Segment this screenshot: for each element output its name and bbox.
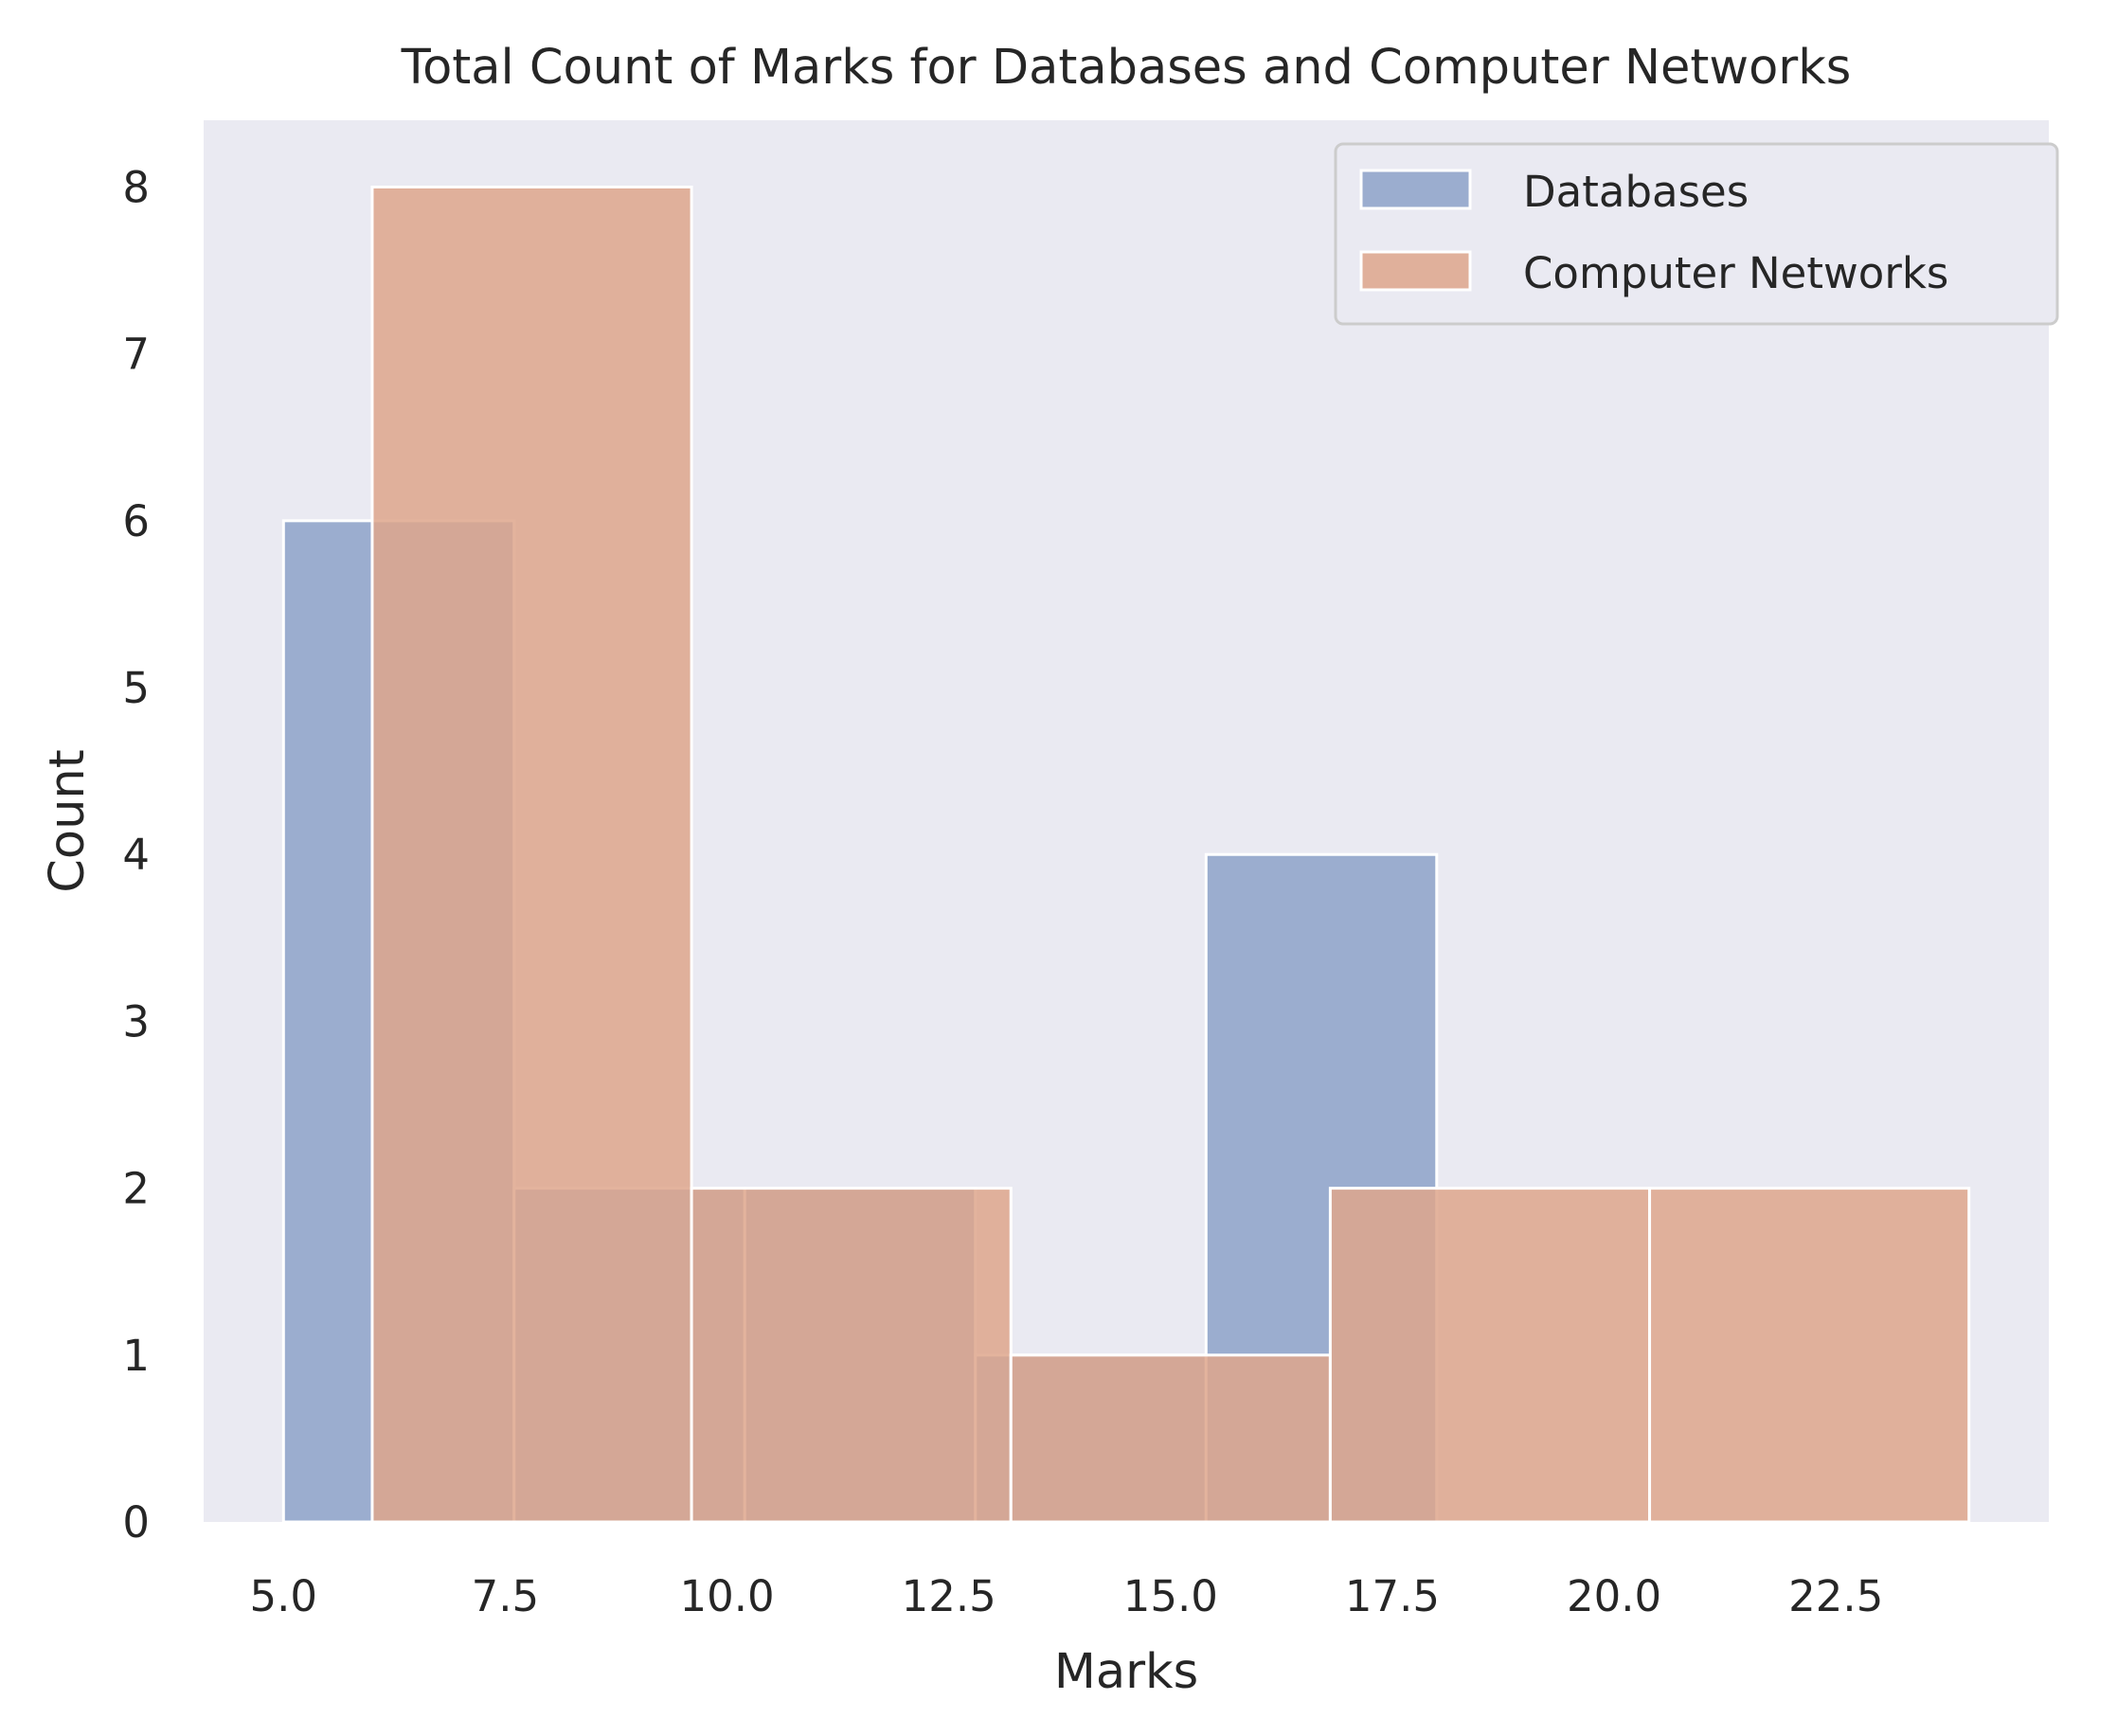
y-tick-label: 4 bbox=[122, 830, 150, 880]
x-tick-label: 17.5 bbox=[1345, 1571, 1440, 1621]
legend-swatch-computer-networks bbox=[1359, 250, 1472, 292]
bar-computer-networks-4 bbox=[1648, 1187, 1971, 1524]
y-tick-label: 1 bbox=[122, 1331, 150, 1381]
legend-box bbox=[1334, 142, 2059, 326]
y-tick-label: 7 bbox=[122, 330, 150, 380]
bar-computer-networks-0 bbox=[370, 185, 693, 1524]
x-tick-label: 15.0 bbox=[1123, 1571, 1218, 1621]
legend-swatch-databases bbox=[1359, 169, 1472, 210]
chart-title: Total Count of Marks for Databases and C… bbox=[401, 40, 1852, 96]
y-tick-label: 0 bbox=[122, 1497, 150, 1548]
y-tick-label: 2 bbox=[122, 1164, 150, 1214]
bar-computer-networks-1 bbox=[690, 1187, 1013, 1524]
x-tick-label: 12.5 bbox=[902, 1571, 996, 1621]
y-axis-label: Count bbox=[40, 749, 96, 892]
x-tick-label: 7.5 bbox=[472, 1571, 540, 1621]
bar-computer-networks-2 bbox=[1009, 1353, 1332, 1524]
x-axis-label: Marks bbox=[1054, 1644, 1198, 1700]
legend-label-databases: Databases bbox=[1523, 167, 1749, 217]
legend-label-computer-networks: Computer Networks bbox=[1523, 248, 1948, 298]
legend: Databases Computer Networks bbox=[1334, 142, 2059, 326]
bar-computer-networks-3 bbox=[1328, 1187, 1652, 1524]
x-tick-label: 5.0 bbox=[249, 1571, 317, 1621]
x-tick-label: 10.0 bbox=[679, 1571, 774, 1621]
x-tick-label: 20.0 bbox=[1567, 1571, 1661, 1621]
x-axis-ticks: 5.0 7.5 10.0 12.5 15.0 17.5 20.0 22.5 bbox=[249, 1571, 1883, 1621]
bars-layer bbox=[281, 185, 1971, 1524]
y-tick-label: 3 bbox=[122, 996, 150, 1047]
y-tick-label: 6 bbox=[122, 496, 150, 546]
y-axis-ticks: 0 1 2 3 4 5 6 7 8 bbox=[122, 162, 150, 1548]
y-tick-label: 8 bbox=[122, 162, 150, 212]
x-tick-label: 22.5 bbox=[1788, 1571, 1883, 1621]
y-tick-label: 5 bbox=[122, 663, 150, 713]
